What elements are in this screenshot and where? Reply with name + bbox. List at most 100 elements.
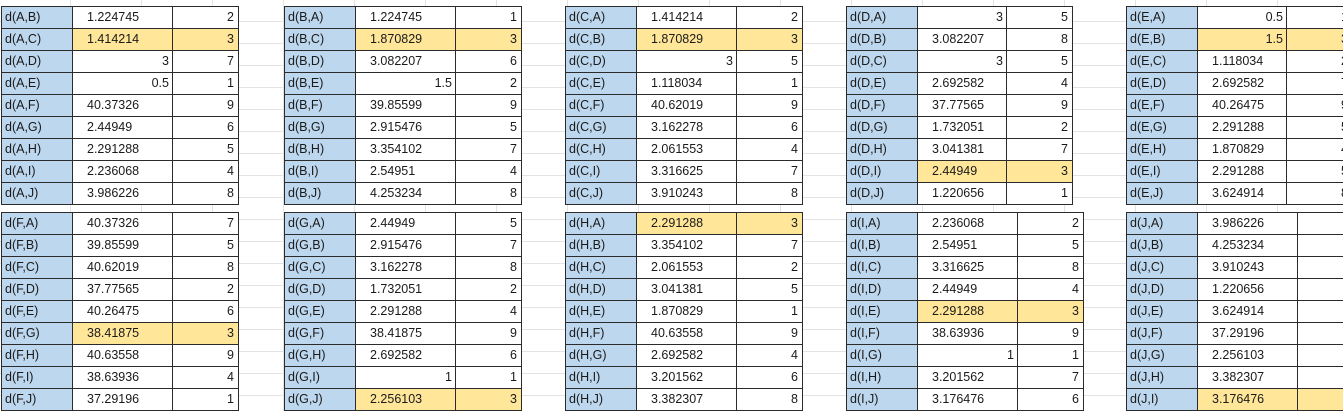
pair-label-cell[interactable]: d(D,F)	[846, 94, 918, 117]
pair-label-cell[interactable]: d(I,J)	[846, 388, 918, 411]
distance-value-cell[interactable]: 1.870829	[636, 300, 737, 323]
distance-value-cell[interactable]: 3.382307	[1197, 366, 1298, 389]
distance-value-cell[interactable]: 1.5	[1197, 28, 1287, 51]
pair-label-cell[interactable]: d(F,H)	[1, 344, 73, 367]
pair-label-cell[interactable]: d(C,F)	[565, 94, 637, 117]
pair-label-cell[interactable]: d(G,J)	[284, 388, 356, 411]
rank-cell[interactable]: 8	[1006, 28, 1073, 51]
pair-label-cell[interactable]: d(H,J)	[565, 388, 637, 411]
pair-label-cell[interactable]: d(C,G)	[565, 116, 637, 139]
pair-label-cell[interactable]: d(G,H)	[284, 344, 356, 367]
rank-cell[interactable]: 7	[736, 160, 803, 183]
rank-cell[interactable]: 3	[736, 212, 803, 235]
pair-label-cell[interactable]: d(J,C)	[1126, 256, 1198, 279]
distance-value-cell[interactable]: 3	[636, 50, 737, 73]
pair-label-cell[interactable]: d(C,B)	[565, 28, 637, 51]
pair-label-cell[interactable]: d(D,B)	[846, 28, 918, 51]
distance-value-cell[interactable]: 1	[355, 366, 456, 389]
rank-cell[interactable]: 5	[1006, 6, 1073, 29]
rank-cell[interactable]: 9	[736, 322, 803, 345]
pair-label-cell[interactable]: d(A,E)	[1, 72, 73, 95]
distance-value-cell[interactable]: 2.291288	[636, 212, 737, 235]
pair-label-cell[interactable]: d(A,D)	[1, 50, 73, 73]
rank-cell[interactable]: 4	[1297, 366, 1343, 389]
distance-value-cell[interactable]: 2.54951	[355, 160, 456, 183]
rank-cell[interactable]: 5	[1006, 50, 1073, 73]
distance-value-cell[interactable]: 2.291288	[1197, 116, 1287, 139]
pair-label-cell[interactable]: d(D,I)	[846, 160, 918, 183]
pair-label-cell[interactable]: d(H,B)	[565, 234, 637, 257]
distance-value-cell[interactable]: 37.77565	[72, 278, 173, 301]
distance-value-cell[interactable]: 3	[72, 50, 173, 73]
rank-cell[interactable]: 8	[455, 182, 522, 205]
rank-cell[interactable]: 7	[736, 234, 803, 257]
distance-value-cell[interactable]: 2.061553	[636, 256, 737, 279]
distance-value-cell[interactable]: 1.414214	[636, 6, 737, 29]
pair-label-cell[interactable]: d(D,J)	[846, 182, 918, 205]
rank-cell[interactable]: 5	[455, 212, 522, 235]
distance-value-cell[interactable]: 40.37326	[72, 212, 173, 235]
pair-label-cell[interactable]: d(B,J)	[284, 182, 356, 205]
rank-cell[interactable]: 9	[1297, 322, 1343, 345]
rank-cell[interactable]: 2	[172, 6, 239, 29]
rank-cell[interactable]: 8	[172, 182, 239, 205]
rank-cell[interactable]: 5	[172, 234, 239, 257]
distance-value-cell[interactable]: 3.986226	[1197, 212, 1298, 235]
distance-value-cell[interactable]: 2.291288	[355, 300, 456, 323]
rank-cell[interactable]: 3	[1006, 160, 1073, 183]
rank-cell[interactable]: 8	[736, 182, 803, 205]
distance-value-cell[interactable]: 2.061553	[636, 138, 737, 161]
distance-value-cell[interactable]: 2.915476	[355, 116, 456, 139]
pair-label-cell[interactable]: d(D,A)	[846, 6, 918, 29]
rank-cell[interactable]: 7	[1017, 366, 1084, 389]
rank-cell[interactable]: 1	[455, 6, 522, 29]
distance-value-cell[interactable]: 2.692582	[917, 72, 1007, 95]
distance-value-cell[interactable]: 2.915476	[355, 234, 456, 257]
pair-label-cell[interactable]: d(H,G)	[565, 344, 637, 367]
pair-label-cell[interactable]: d(I,G)	[846, 344, 918, 367]
pair-label-cell[interactable]: d(H,I)	[565, 366, 637, 389]
pair-label-cell[interactable]: d(J,I)	[1126, 388, 1198, 411]
pair-label-cell[interactable]: d(A,I)	[1, 160, 73, 183]
pair-label-cell[interactable]: d(C,E)	[565, 72, 637, 95]
distance-value-cell[interactable]: 1.870829	[636, 28, 737, 51]
distance-value-cell[interactable]: 3.910243	[1197, 256, 1298, 279]
distance-value-cell[interactable]: 3	[917, 50, 1007, 73]
distance-value-cell[interactable]: 1.220656	[917, 182, 1007, 205]
pair-label-cell[interactable]: d(E,J)	[1126, 182, 1198, 205]
distance-value-cell[interactable]: 4.253234	[355, 182, 456, 205]
rank-cell[interactable]: 9	[172, 344, 239, 367]
distance-value-cell[interactable]: 1.732051	[355, 278, 456, 301]
distance-value-cell[interactable]: 2.692582	[355, 344, 456, 367]
pair-label-cell[interactable]: d(C,D)	[565, 50, 637, 73]
rank-cell[interactable]: 4	[1017, 278, 1084, 301]
rank-cell[interactable]: 3	[172, 28, 239, 51]
pair-label-cell[interactable]: d(H,D)	[565, 278, 637, 301]
pair-label-cell[interactable]: d(J,D)	[1126, 278, 1198, 301]
rank-cell[interactable]: 7	[455, 138, 522, 161]
rank-cell[interactable]: 7	[172, 212, 239, 235]
distance-value-cell[interactable]: 2.291288	[917, 300, 1018, 323]
rank-cell[interactable]: 6	[1297, 256, 1343, 279]
rank-cell[interactable]: 2	[455, 278, 522, 301]
rank-cell[interactable]: 3	[1017, 300, 1084, 323]
distance-value-cell[interactable]: 0.5	[1197, 6, 1287, 29]
pair-label-cell[interactable]: d(B,I)	[284, 160, 356, 183]
distance-value-cell[interactable]: 3.041381	[636, 278, 737, 301]
distance-value-cell[interactable]: 40.62019	[636, 94, 737, 117]
pair-label-cell[interactable]: d(E,H)	[1126, 138, 1198, 161]
pair-label-cell[interactable]: d(I,C)	[846, 256, 918, 279]
pair-label-cell[interactable]: d(A,G)	[1, 116, 73, 139]
pair-label-cell[interactable]: d(E,A)	[1126, 6, 1198, 29]
pair-label-cell[interactable]: d(H,F)	[565, 322, 637, 345]
pair-label-cell[interactable]: d(F,D)	[1, 278, 73, 301]
pair-label-cell[interactable]: d(F,G)	[1, 322, 73, 345]
distance-value-cell[interactable]: 2.54951	[917, 234, 1018, 257]
distance-value-cell[interactable]: 38.41875	[72, 322, 173, 345]
rank-cell[interactable]: 6	[455, 344, 522, 367]
rank-cell[interactable]: 6	[172, 300, 239, 323]
distance-value-cell[interactable]: 38.63936	[917, 322, 1018, 345]
rank-cell[interactable]: 6	[1017, 388, 1084, 411]
rank-cell[interactable]: 5	[736, 50, 803, 73]
pair-label-cell[interactable]: d(I,D)	[846, 278, 918, 301]
